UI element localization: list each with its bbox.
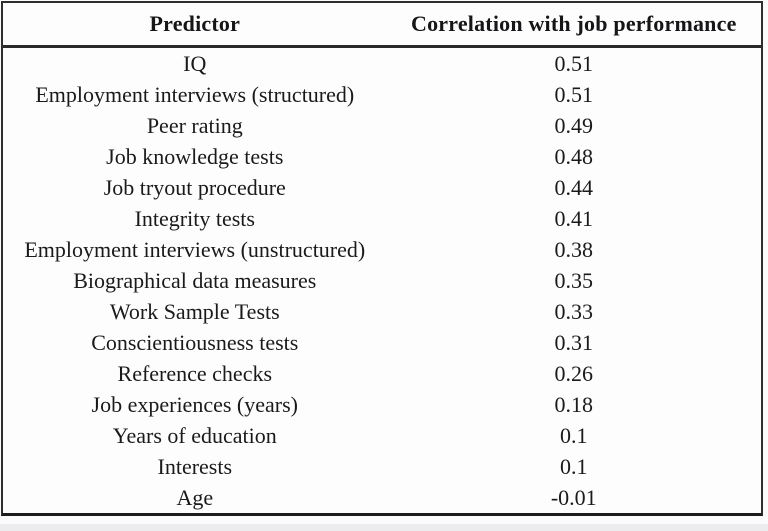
predictor-cell: Work Sample Tests	[109, 298, 280, 324]
value-cell: 0.35	[554, 267, 594, 293]
predictor-cell: IQ	[183, 50, 207, 76]
correlation-table-frame: Predictor Correlation with job performan…	[1, 1, 763, 516]
table-row: Age -0.01	[3, 482, 761, 513]
table-row: Job knowledge tests 0.48	[3, 141, 761, 172]
value-cell: 0.1	[560, 453, 588, 479]
value-cell: 0.48	[554, 143, 594, 169]
predictor-cell: Integrity tests	[134, 205, 255, 231]
value-cell: 0.41	[554, 205, 594, 231]
predictor-cell: Job tryout procedure	[103, 174, 286, 200]
value-cell: 0.33	[554, 298, 594, 324]
predictor-cell: Job knowledge tests	[106, 143, 284, 169]
value-cell: 0.18	[554, 391, 594, 417]
table-row: Interests 0.1	[3, 451, 761, 482]
table-row: Reference checks 0.26	[3, 358, 761, 389]
predictor-cell: Job experiences (years)	[91, 391, 298, 417]
predictor-cell: Years of education	[112, 422, 277, 448]
table-row: Biographical data measures 0.35	[3, 265, 761, 296]
column-header-correlation: Correlation with job performance	[386, 3, 761, 48]
table-header-row: Predictor Correlation with job performan…	[3, 3, 761, 48]
table-row: Integrity tests 0.41	[3, 203, 761, 234]
table-row: Job tryout procedure 0.44	[3, 172, 761, 203]
table-row: IQ 0.51	[3, 47, 761, 80]
value-cell: 0.49	[554, 112, 594, 138]
value-cell: 0.38	[554, 236, 594, 262]
predictor-cell: Biographical data measures	[73, 267, 317, 293]
predictor-cell: Age	[176, 484, 214, 510]
predictor-cell: Employment interviews (unstructured)	[24, 236, 366, 262]
value-cell: 0.51	[554, 81, 594, 107]
table-row: Job experiences (years) 0.18	[3, 389, 761, 420]
value-cell: 0.44	[554, 174, 594, 200]
predictor-cell: Reference checks	[117, 360, 273, 386]
value-cell: -0.01	[550, 484, 597, 510]
table-row: Employment interviews (structured) 0.51	[3, 79, 761, 110]
value-cell: 0.51	[554, 50, 594, 76]
predictor-cell: Interests	[157, 453, 233, 479]
predictor-cell: Peer rating	[146, 112, 243, 138]
bottom-margin-strip	[0, 524, 768, 531]
predictor-cell: Employment interviews (structured)	[35, 81, 355, 107]
column-header-predictor: Predictor	[3, 3, 387, 48]
value-cell: 0.31	[554, 329, 594, 355]
table-row: Peer rating 0.49	[3, 110, 761, 141]
value-cell: 0.1	[560, 422, 588, 448]
value-cell: 0.26	[554, 360, 594, 386]
table-row: Years of education 0.1	[3, 420, 761, 451]
table-row: Work Sample Tests 0.33	[3, 296, 761, 327]
correlation-table: Predictor Correlation with job performan…	[3, 3, 761, 513]
table-row: Employment interviews (unstructured) 0.3…	[3, 234, 761, 265]
predictor-cell: Conscientiousness tests	[91, 329, 299, 355]
table-row: Conscientiousness tests 0.31	[3, 327, 761, 358]
